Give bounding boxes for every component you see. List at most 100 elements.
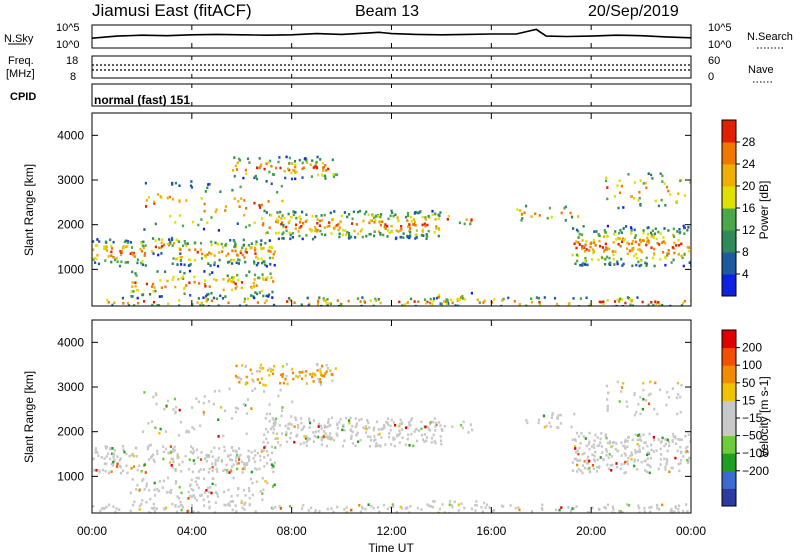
- echo-cell: [640, 250, 643, 254]
- echo-cell: [189, 484, 192, 488]
- echo-cell: [417, 429, 421, 432]
- echo-cell: [144, 244, 147, 247]
- echo-cell: [274, 423, 277, 426]
- echo-cell: [394, 213, 397, 216]
- echo-cell: [271, 290, 274, 294]
- echo-cell: [405, 215, 408, 219]
- echo-cell: [591, 453, 594, 456]
- echo-cell: [206, 298, 210, 301]
- echo-cell: [407, 225, 410, 228]
- echo-cell: [146, 447, 149, 451]
- echo-cell: [202, 468, 206, 471]
- echo-cell: [209, 486, 212, 489]
- echo-cell: [441, 428, 444, 432]
- echo-cell: [175, 406, 178, 409]
- echo-cell: [155, 507, 158, 511]
- echo-cell: [576, 470, 579, 473]
- echo-cell: [338, 420, 341, 424]
- echo-cell: [175, 480, 178, 483]
- echo-cell: [275, 220, 278, 223]
- echo-cell: [583, 466, 587, 470]
- echo-cell: [197, 486, 200, 490]
- echo-cell: [577, 241, 580, 244]
- echo-cell: [121, 296, 124, 300]
- echo-cell: [603, 229, 606, 232]
- echo-cell: [241, 364, 244, 367]
- echo-cell: [625, 225, 628, 228]
- echo-cell: [574, 447, 577, 450]
- echo-cell: [251, 389, 254, 393]
- echo-cell: [272, 464, 275, 468]
- echo-cell: [227, 252, 230, 256]
- echo-cell: [172, 408, 175, 411]
- echo-cell: [379, 231, 382, 235]
- echo-cell: [170, 451, 173, 454]
- echo-cell: [685, 503, 688, 506]
- echo-cell: [170, 236, 174, 240]
- echo-cell: [383, 503, 386, 507]
- echo-cell: [454, 304, 457, 306]
- echo-cell: [559, 413, 562, 417]
- echo-cell: [404, 443, 407, 447]
- echo-cell: [439, 211, 442, 214]
- y-tick-label: 4000: [57, 128, 84, 142]
- echo-cell: [334, 367, 337, 370]
- echo-cell: [263, 446, 266, 449]
- echo-cell: [586, 263, 589, 267]
- echo-cell: [640, 460, 643, 464]
- echo-cell: [225, 463, 228, 467]
- echo-cell: [647, 402, 651, 406]
- echo-cell: [253, 201, 256, 205]
- echo-cell: [179, 270, 182, 273]
- echo-cell: [426, 300, 429, 304]
- echo-cell: [152, 507, 155, 510]
- echo-cell: [520, 219, 523, 222]
- echo-cell: [206, 495, 209, 498]
- echo-cell: [173, 449, 176, 452]
- echo-cell: [248, 489, 251, 493]
- echo-cell: [171, 181, 174, 185]
- echo-cell: [204, 285, 207, 288]
- echo-cell: [659, 232, 662, 235]
- echo-cell: [234, 410, 238, 414]
- echo-cell: [397, 433, 400, 437]
- echo-cell: [178, 299, 181, 302]
- echo-cell: [316, 218, 319, 221]
- echo-cell: [390, 230, 393, 234]
- echo-cell: [392, 436, 395, 440]
- echo-cell: [401, 304, 404, 306]
- echo-cell: [373, 230, 376, 233]
- echo-cell: [138, 464, 141, 468]
- echo-cell: [231, 465, 234, 468]
- echo-cell: [258, 157, 261, 160]
- echo-cell: [122, 245, 125, 248]
- echo-cell: [679, 446, 682, 449]
- echo-cell: [232, 463, 235, 466]
- echo-cell: [377, 428, 380, 431]
- echo-cell: [280, 184, 283, 188]
- echo-cell: [294, 165, 297, 169]
- echo-cell: [538, 303, 542, 306]
- echo-cell: [652, 303, 655, 306]
- echo-cell: [109, 238, 112, 242]
- echo-cell: [365, 210, 368, 214]
- echo-cell: [162, 457, 165, 461]
- colorbar-segment: [722, 400, 736, 419]
- echo-cell: [327, 421, 330, 424]
- echo-cell: [320, 373, 323, 377]
- echo-cell: [375, 420, 379, 424]
- echo-cell: [654, 199, 657, 203]
- echo-cell: [214, 458, 217, 462]
- echo-cell: [656, 412, 659, 416]
- echo-cell: [274, 505, 277, 509]
- echo-cell: [176, 495, 179, 498]
- echo-cell: [279, 166, 282, 170]
- echo-cell: [214, 483, 217, 487]
- echo-cell: [677, 253, 680, 256]
- echo-cell: [262, 440, 265, 444]
- echo-cell: [587, 442, 591, 446]
- echo-cell: [683, 299, 686, 303]
- echo-cell: [155, 402, 158, 406]
- echo-cell: [222, 288, 225, 292]
